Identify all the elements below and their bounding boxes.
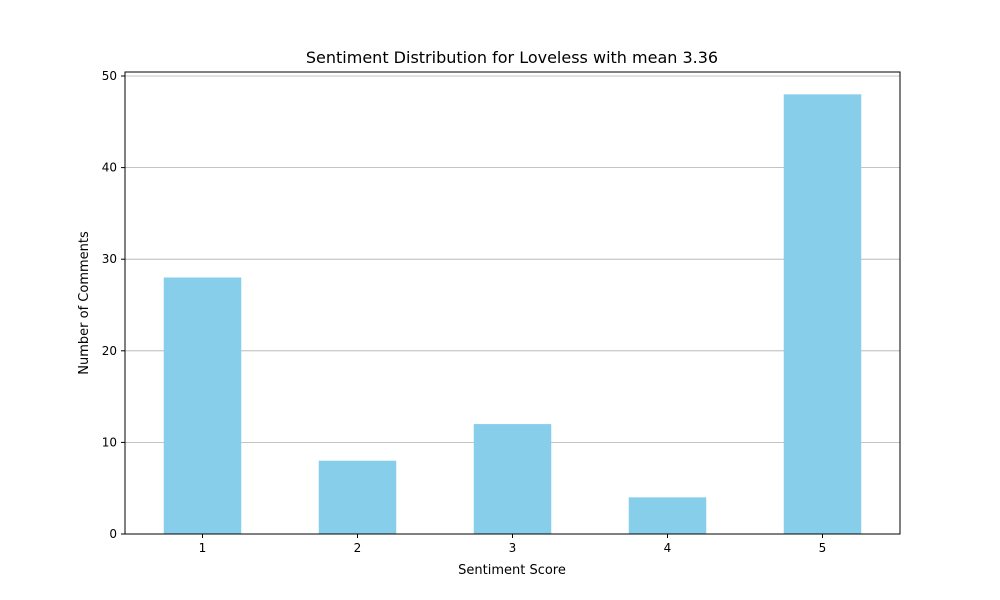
bar-4 <box>628 497 707 534</box>
y-tick-label: 50 <box>102 69 117 83</box>
x-axis-label: Sentiment Score <box>458 563 566 578</box>
y-tick-label: 20 <box>102 344 117 358</box>
bar-2 <box>318 460 397 534</box>
bar-1 <box>163 277 242 534</box>
y-axis-ticks: 0 10 20 30 40 50 <box>102 69 125 541</box>
y-tick-label: 10 <box>102 435 117 449</box>
y-tick-label: 30 <box>102 252 117 266</box>
x-tick-label: 2 <box>354 541 362 555</box>
bars <box>163 94 862 534</box>
bar-5 <box>783 94 862 534</box>
chart-title: Sentiment Distribution for Loveless with… <box>306 48 718 67</box>
y-gridlines <box>125 75 900 443</box>
x-tick-label: 1 <box>199 541 207 555</box>
y-tick-label: 40 <box>102 161 117 175</box>
x-axis-ticks: 1 2 3 4 5 <box>199 534 827 555</box>
x-tick-label: 5 <box>819 541 827 555</box>
y-tick-label: 0 <box>109 527 117 541</box>
y-axis-label: Number of Comments <box>77 231 92 375</box>
bar-3 <box>473 424 552 534</box>
x-tick-label: 4 <box>664 541 672 555</box>
x-tick-label: 3 <box>509 541 517 555</box>
